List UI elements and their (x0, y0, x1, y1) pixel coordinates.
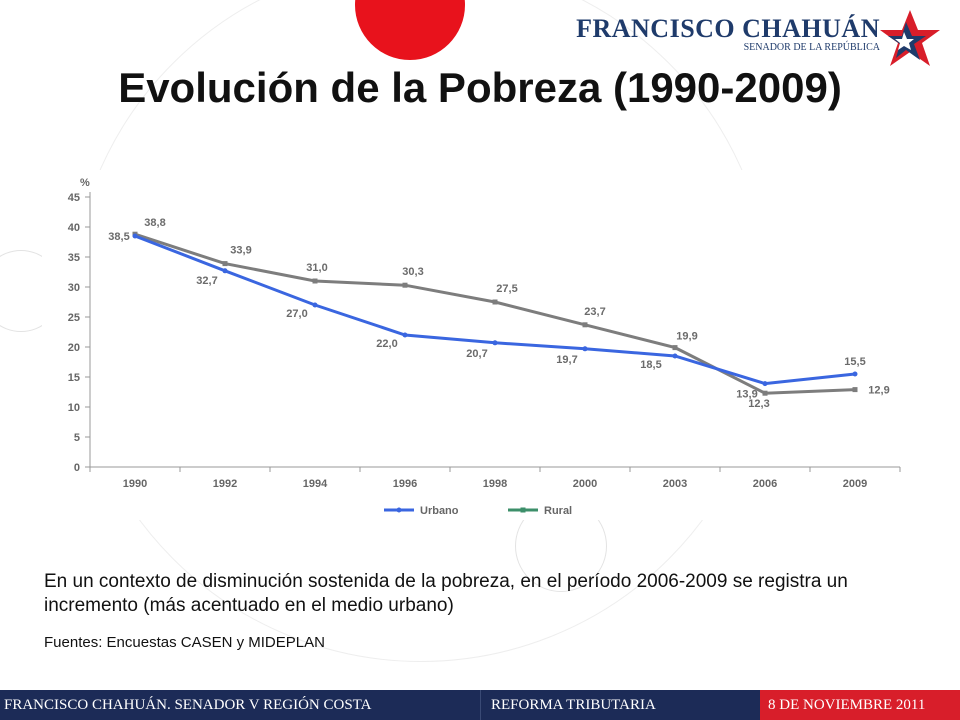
poverty-line-chart: % 0 5 10 15 20 25 30 35 40 45 1990 1992 1994 1996 1998… (68, 177, 901, 517)
x-tick-label: 1992 (213, 478, 237, 490)
footer-date: 8 DE NOVIEMBRE 2011 (760, 690, 960, 720)
legend-label-rural: Rural (544, 505, 572, 517)
data-label-rural: 27,5 (496, 283, 517, 295)
x-tick-label: 1998 (483, 478, 507, 490)
chart-series: 38,8 33,9 31,0 30,3 27,5 23,7 19,9 12,3 12,9 38,5… (108, 217, 889, 410)
data-label-urbano: 22,0 (376, 338, 397, 350)
data-point-rural (672, 345, 678, 351)
footer-topic: REFORMA TRIBUTARIA (480, 690, 760, 720)
brand-name: FRANCISCO CHAHUÁN (576, 14, 880, 43)
data-label-rural: 23,7 (584, 306, 605, 318)
y-tick-label: 25 (68, 312, 80, 324)
x-tick-label: 2000 (573, 478, 597, 490)
y-tick-label: 40 (68, 222, 80, 234)
footer-bar: FRANCISCO CHAHUÁN. SENADOR V REGIÓN COST… (0, 690, 960, 720)
data-point-rural (852, 387, 858, 393)
data-label-rural: 12,3 (748, 398, 769, 410)
data-point-urbano (582, 346, 588, 352)
data-point-rural (492, 299, 498, 305)
source-note: Fuentes: Encuestas CASEN y MIDEPLAN (44, 634, 325, 651)
x-tick-label: 2006 (753, 478, 777, 490)
data-label-urbano: 20,7 (466, 348, 487, 360)
chart-axes: 0 5 10 15 20 25 30 35 40 45 1990 1992 1994 1996 1998 20… (68, 192, 901, 490)
y-tick-label: 45 (68, 192, 80, 204)
data-label-rural: 12,9 (868, 385, 889, 397)
data-label-rural: 19,9 (676, 331, 697, 343)
page-title: Evolución de la Pobreza (1990-2009) (118, 64, 842, 111)
x-tick-label: 1990 (123, 478, 147, 490)
data-point-urbano (312, 302, 318, 308)
star-logo-icon (880, 10, 940, 66)
data-label-urbano: 19,7 (556, 354, 577, 366)
legend-marker-rural (520, 507, 526, 513)
chart-panel: % 0 5 10 15 20 25 30 35 40 45 1990 1992 1994 1996 1998… (42, 170, 920, 520)
data-label-urbano: 18,5 (640, 359, 661, 371)
data-label-rural: 33,9 (230, 245, 251, 257)
data-label-urbano: 38,5 (108, 231, 129, 243)
y-tick-label: 35 (68, 252, 80, 264)
data-point-rural (222, 261, 228, 267)
data-point-rural (312, 278, 318, 284)
data-label-urbano: 32,7 (196, 275, 217, 287)
data-point-rural (402, 282, 408, 288)
data-point-urbano (222, 268, 228, 274)
x-tick-label: 1996 (393, 478, 417, 490)
brand-logo: FRANCISCO CHAHUÁN SENADOR DE LA REPÚBLIC… (576, 14, 880, 53)
x-tick-label: 1994 (303, 478, 328, 490)
data-label-rural: 31,0 (306, 262, 327, 274)
data-point-urbano (492, 340, 498, 346)
data-label-rural: 30,3 (402, 266, 423, 278)
y-axis-unit: % (80, 177, 90, 189)
data-point-urbano (132, 233, 138, 239)
legend-label-urbano: Urbano (420, 505, 459, 517)
x-tick-label: 2003 (663, 478, 687, 490)
legend-marker-urbano (396, 507, 402, 513)
data-point-rural (762, 390, 768, 396)
data-label-urbano: 27,0 (286, 308, 307, 320)
y-tick-label: 30 (68, 282, 80, 294)
y-tick-label: 15 (68, 372, 80, 384)
data-point-urbano (672, 353, 678, 359)
data-label-urbano: 15,5 (844, 356, 865, 368)
series-line-urbano (134, 234, 856, 386)
y-tick-label: 10 (68, 402, 80, 414)
chart-caption: En un contexto de disminución sostenida … (44, 571, 848, 616)
x-tick-label: 2009 (843, 478, 867, 490)
y-tick-label: 5 (74, 432, 80, 444)
footer-author: FRANCISCO CHAHUÁN. SENADOR V REGIÓN COST… (0, 690, 480, 720)
data-point-urbano (762, 381, 768, 387)
data-point-urbano (402, 332, 408, 338)
series-line-rural (134, 232, 856, 395)
y-tick-label: 0 (74, 462, 80, 474)
data-point-rural (582, 322, 588, 328)
brand-subtitle: SENADOR DE LA REPÚBLICA (743, 42, 880, 53)
y-tick-label: 20 (68, 342, 80, 354)
data-label-rural: 38,8 (144, 217, 165, 229)
data-point-urbano (852, 371, 858, 377)
chart-legend: Urbano Rural (384, 505, 572, 517)
data-label-urbano: 13,9 (736, 389, 757, 401)
